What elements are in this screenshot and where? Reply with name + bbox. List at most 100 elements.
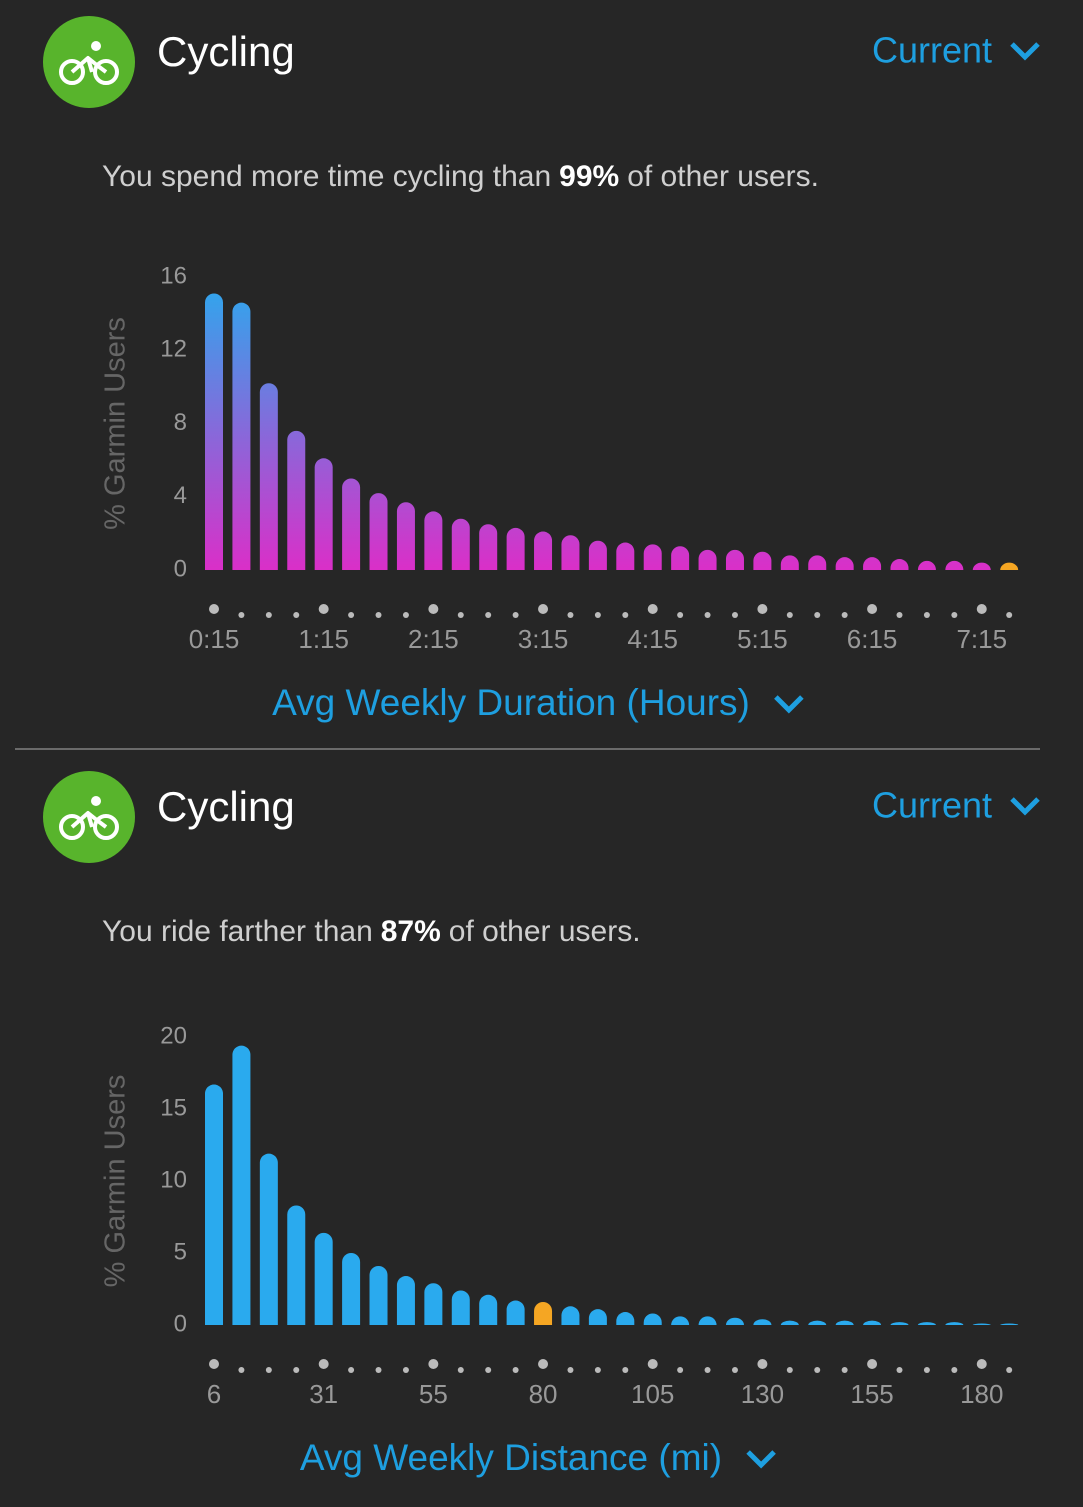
subtitle: You ride farther than 87% of other users. [102,915,641,948]
bar [1000,1323,1019,1325]
x-dot [704,1367,711,1373]
x-dot [512,612,519,618]
x-dot [896,612,903,618]
bar [396,502,415,570]
y-axis-label: % Garmin Users [100,317,132,530]
chevron[interactable] [746,1450,776,1469]
x-tick-label: 155 [850,1379,893,1409]
chevron[interactable] [1010,42,1040,61]
bar [561,535,580,570]
x-tick-label: 1:15 [298,624,349,654]
x-dot [238,1367,245,1373]
bar [506,527,525,570]
bar [314,1232,333,1325]
subtitle-text: You ride farther than [102,915,373,948]
x-dot [567,612,574,618]
x-tick-label: 0:15 [189,624,240,654]
rider-head [91,796,101,806]
bar [890,1322,909,1325]
x-dot [1006,612,1013,618]
wheel [59,814,85,840]
bar [698,549,717,570]
x-dot [814,612,821,618]
x-dot [677,612,684,618]
chevron[interactable] [1010,797,1040,816]
x-dot [348,1367,355,1373]
title: Cycling [157,28,295,75]
bar [972,562,991,570]
y-tick-label: 16 [160,262,187,289]
chart-panel: Cycling Current You ride farther than 87% of… [43,771,1040,1478]
subtitle-highlight: 87% [381,915,441,948]
x-axis-title[interactable]: Avg Weekly Distance (mi) [300,1437,722,1478]
wheel [93,814,119,840]
bar [205,293,223,570]
x-dot [538,1359,549,1369]
bar [232,302,251,570]
x-dot [428,1359,439,1369]
rider-head [91,41,101,51]
x-dot [841,1367,848,1373]
x-dot [951,612,958,618]
x-axis-title[interactable]: Avg Weekly Duration (Hours) [272,682,750,723]
bar [451,518,470,570]
bike-glyph [59,796,119,840]
bar [945,1322,964,1325]
y-tick-label: 4 [174,482,187,509]
bar [205,1084,223,1325]
x-dot [647,604,658,614]
chevron[interactable] [774,695,804,714]
x-dot [375,1367,382,1373]
x-dot [976,604,987,614]
bar [643,544,662,570]
y-tick-label: 0 [174,555,187,582]
bar [616,1312,635,1325]
x-dot [923,1367,930,1373]
bar [534,531,553,570]
x-dot [457,612,464,618]
wheel [59,59,85,85]
x-dot [786,612,793,618]
bar [753,551,772,570]
bar [808,1320,827,1325]
x-tick-label: 180 [960,1379,1003,1409]
x-dot [1006,1367,1013,1373]
x-dot [622,612,629,618]
bar [643,1313,662,1325]
subtitle-highlight: 99% [559,160,619,193]
x-dot [867,1359,878,1369]
bar [671,546,690,570]
period-selector[interactable]: Current [872,30,992,71]
bar [698,1316,717,1325]
x-tick-label: 55 [419,1379,448,1409]
x-tick-label: 80 [529,1379,558,1409]
bar [808,555,827,570]
y-tick-label: 12 [160,336,187,363]
x-dot [402,1367,409,1373]
x-dot [209,1359,219,1369]
x-tick-label: 6 [207,1379,221,1409]
period-selector[interactable]: Current [872,785,992,826]
y-tick-label: 8 [174,409,187,436]
x-dot [238,612,245,618]
y-axis-label: % Garmin Users [100,1075,132,1288]
bar [671,1316,690,1325]
x-dot [265,1367,272,1373]
bar [972,1323,991,1325]
x-tick-label: 5:15 [737,624,788,654]
x-dot [951,1367,958,1373]
x-tick-label: 2:15 [408,624,459,654]
bar [588,540,607,570]
y-tick-label: 15 [160,1094,187,1121]
wheel [93,59,119,85]
y-tick-label: 20 [160,1022,187,1049]
bar [534,1301,553,1325]
x-tick-label: 7:15 [956,624,1007,654]
bar [835,1320,854,1325]
x-dot [731,1367,738,1373]
bar [451,1290,470,1325]
bar [342,478,361,570]
x-dot [538,604,549,614]
